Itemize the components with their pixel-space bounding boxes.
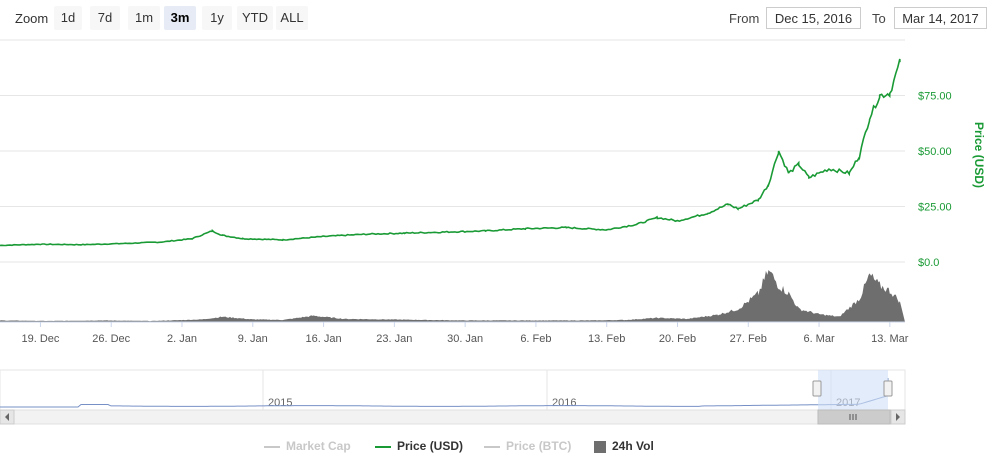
zoom-1d-button[interactable]: 1d [54,6,82,30]
legend-square-icon [594,440,606,453]
zoom-1m-button[interactable]: 1m [128,6,160,30]
x-tick-label: 2. Jan [167,333,197,345]
navigator-series [0,378,889,408]
navigator-year-label: 2016 [552,397,576,409]
x-tick-label: 6. Feb [520,333,551,345]
scrollbar-right-arrow-icon [896,413,900,421]
y-tick-label: $75.00 [918,91,952,103]
x-tick-label: 30. Jan [447,333,483,345]
scrollbar-thumb[interactable] [817,409,891,425]
zoom-1y-button[interactable]: 1y [202,6,232,30]
price-gridlines [0,95,905,263]
x-tick-label: 13. Mar [871,333,909,345]
legend-line-icon [484,445,500,448]
legend-label: 24h Vol [612,439,654,453]
y-tick-label: $0.0 [918,257,939,269]
x-tick-label: 9. Jan [238,333,268,345]
navigator-right-handle[interactable] [883,380,893,397]
y-axis-title: Price (USD) [972,122,986,188]
legend-item-price-btc[interactable]: Price (BTC) [484,439,571,453]
zoom-7d-button[interactable]: 7d [90,6,120,30]
zoom-all-button[interactable]: ALL [276,6,308,30]
volume-area [0,270,905,322]
to-date-input[interactable]: Mar 14, 2017 [894,7,987,29]
from-label: From [729,11,760,26]
x-tick-label: 27. Feb [730,333,767,345]
y-tick-label: $25.00 [918,202,952,214]
x-tick-label: 6. Mar [803,333,835,345]
navigator-year-label: 2015 [268,397,292,409]
x-axis-ticks: 19. Dec 26. Dec 2. Jan 9. Jan 16. Jan 23. Jan… [21,322,909,345]
legend-label: Price (USD) [397,439,464,453]
scrollbar-track[interactable] [0,409,906,425]
legend-item-price-usd[interactable]: Price (USD) [375,439,463,453]
scrollbar-grip-icon [849,414,857,420]
scrollbar-left-arrow-icon [5,413,9,421]
to-label: To [872,11,886,26]
price-line [0,58,901,247]
x-tick-label: 13. Feb [588,333,625,345]
from-date-input[interactable]: Dec 15, 2016 [766,7,861,29]
legend-line-icon [375,445,391,448]
x-tick-label: 16. Jan [306,333,342,345]
zoom-label: Zoom [15,11,49,26]
x-tick-label: 26. Dec [92,333,130,345]
legend-item-market-cap[interactable]: Market Cap [264,439,351,453]
x-tick-label: 19. Dec [21,333,59,345]
navigator[interactable]: 201520162017 [0,369,906,411]
navigator-frame [0,369,906,411]
legend-item-24h-vol[interactable]: 24h Vol [594,439,654,453]
range-selector-toolbar: Zoom 1d 7d 1m 3m 1y YTD ALL From Dec 15,… [0,0,994,36]
legend-label: Market Cap [286,439,351,453]
legend-line-icon [264,445,280,448]
navigator-scrollbar[interactable] [0,409,906,425]
navigator-selected-range[interactable] [818,370,888,410]
y-axis-ticks: $0.0 $25.00 $50.00 $75.00 [918,91,952,270]
x-tick-label: 20. Feb [659,333,696,345]
y-tick-label: $50.00 [918,146,952,158]
navigator-left-handle[interactable] [812,380,822,397]
legend-label: Price (BTC) [506,439,572,453]
zoom-3m-button[interactable]: 3m [164,6,196,30]
x-tick-label: 23. Jan [376,333,412,345]
zoom-ytd-button[interactable]: YTD [237,6,273,30]
